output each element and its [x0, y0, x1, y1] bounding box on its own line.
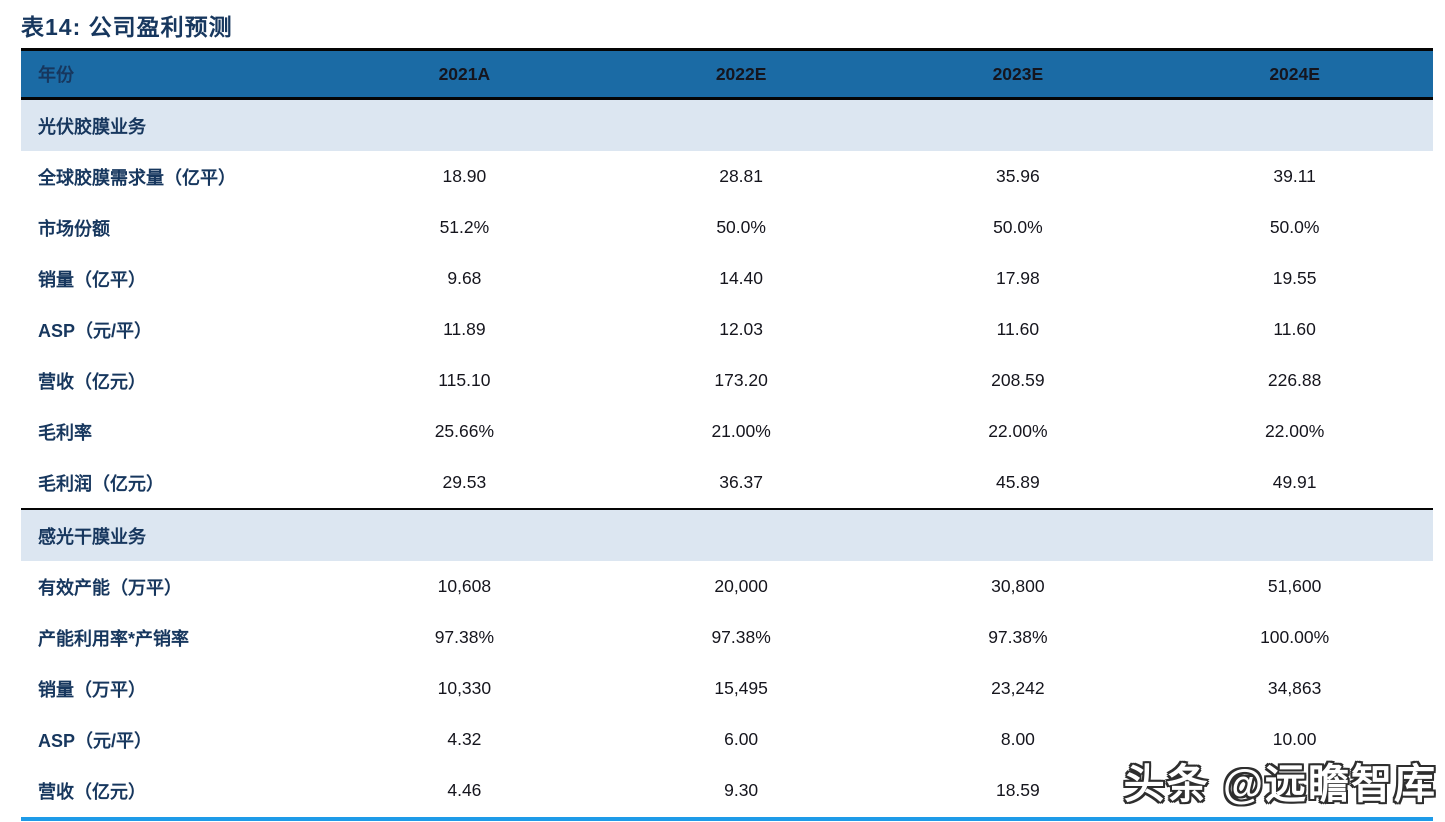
table-cell: 4.46 — [447, 780, 482, 800]
table-cell: 10,608 — [437, 576, 492, 596]
table-cell: 28.81 — [719, 166, 764, 186]
table-row: 产能利用率*产销率 97.38% 97.38% 97.38% 100.00% — [21, 612, 1433, 663]
table-cell: 226.88 — [1267, 370, 1322, 390]
table-cell: 34,863 — [1267, 678, 1322, 698]
table-cell: 30,800 — [991, 576, 1045, 596]
table-cell: 45.89 — [995, 472, 1040, 492]
table-header-row: 年份 2021A 2022E 2023E 2024E — [21, 51, 1433, 100]
table-cell: 49.91 — [1272, 472, 1317, 492]
table-cell: 11.60 — [1273, 319, 1316, 339]
section-header-pv-film: 光伏胶膜业务 — [21, 100, 1433, 151]
row-label: 有效产能（万平） — [38, 577, 182, 598]
table-cell: 50.0% — [716, 217, 766, 237]
table-cell: 9.68 — [447, 268, 482, 288]
table-row: 毛利润（亿元） 29.53 36.37 45.89 49.91 — [21, 457, 1433, 508]
table-cell: 17.98 — [995, 268, 1040, 288]
row-label: 产能利用率*产销率 — [38, 628, 190, 649]
table-cell: 11.89 — [443, 319, 486, 339]
table-row: ASP（元/平） 4.32 6.00 8.00 10.00 — [21, 714, 1433, 765]
table-row: 营收（亿元） 4.46 9.30 18.59 — [21, 765, 1433, 816]
table-cell: 15,495 — [714, 678, 768, 698]
table-row: 销量（亿平） 9.68 14.40 17.98 19.55 — [21, 253, 1433, 304]
table-row: 市场份额 51.2% 50.0% 50.0% 50.0% — [21, 202, 1433, 253]
table-row: 销量（万平） 10,330 15,495 23,242 34,863 — [21, 663, 1433, 714]
row-label: 市场份额 — [38, 218, 110, 239]
column-header-2021a: 2021A — [438, 63, 491, 84]
section-title: 光伏胶膜业务 — [38, 116, 146, 137]
table-cell: 10,330 — [437, 678, 492, 698]
table-cell: 51.2% — [439, 217, 490, 237]
table-row: 毛利率 25.66% 21.00% 22.00% 22.00% — [21, 406, 1433, 457]
table-cell: 100.00% — [1260, 627, 1330, 647]
row-label: 销量（亿平） — [38, 269, 146, 290]
table-cell: 22.00% — [988, 421, 1048, 441]
table-cell: 6.00 — [724, 729, 759, 749]
table-row: 营收（亿元） 115.10 173.20 208.59 226.88 — [21, 355, 1433, 406]
table-bottom-rule — [21, 817, 1433, 821]
table-cell: 14.40 — [719, 268, 764, 288]
table-cell: 50.0% — [993, 217, 1043, 237]
row-label: 营收（亿元） — [38, 371, 146, 392]
profit-forecast-table: 年份 2021A 2022E 2023E 2024E 光伏胶膜业务 全球胶膜需求… — [21, 48, 1433, 816]
watermark-text: 头条 @远瞻智库 — [1123, 761, 1437, 807]
table-cell: 97.38% — [711, 627, 771, 647]
row-label: ASP（元/平） — [38, 730, 153, 751]
table-cell: 25.66% — [434, 421, 495, 441]
table-cell: 173.20 — [714, 370, 768, 390]
table-cell: 208.59 — [991, 370, 1045, 390]
row-label: 毛利率 — [38, 422, 92, 443]
row-label: 营收（亿元） — [38, 781, 146, 802]
row-label: 销量（万平） — [38, 679, 146, 700]
table-cell: 39.11 — [1273, 166, 1316, 186]
table-title: 表14: 公司盈利预测 — [21, 14, 233, 40]
table-cell: 21.00% — [711, 421, 771, 441]
table-cell: 36.37 — [719, 472, 764, 492]
table-cell: 97.38% — [988, 627, 1048, 647]
column-header-year: 年份 — [38, 65, 74, 85]
row-label: 全球胶膜需求量（亿平） — [38, 167, 236, 188]
table-cell: 18.90 — [442, 166, 487, 186]
table-cell: 19.55 — [1272, 268, 1317, 288]
section-header-dry-film: 感光干膜业务 — [21, 508, 1433, 561]
table-cell: 18.59 — [995, 780, 1040, 800]
table-cell: 22.00% — [1264, 421, 1325, 441]
row-label: ASP（元/平） — [38, 320, 153, 341]
column-header-2024e: 2024E — [1269, 63, 1320, 84]
table-cell: 23,242 — [991, 678, 1045, 698]
table-cell: 29.53 — [442, 472, 487, 492]
table-cell: 11.60 — [996, 319, 1040, 339]
table-row: 全球胶膜需求量（亿平） 18.90 28.81 35.96 39.11 — [21, 151, 1433, 202]
row-label: 毛利润（亿元） — [38, 473, 164, 494]
table-cell: 8.00 — [1000, 729, 1035, 749]
table-cell: 12.03 — [719, 319, 764, 339]
table-cell: 10.00 — [1272, 729, 1317, 749]
column-header-2023e: 2023E — [992, 63, 1044, 84]
table-cell: 115.10 — [438, 370, 491, 390]
table-cell: 50.0% — [1269, 217, 1320, 237]
table-row: 有效产能（万平） 10,608 20,000 30,800 51,600 — [21, 561, 1433, 612]
table-cell: 97.38% — [434, 627, 495, 647]
table-cell: 4.32 — [447, 729, 482, 749]
table-cell: 20,000 — [714, 576, 768, 596]
table-cell: 51,600 — [1267, 576, 1322, 596]
table-row: ASP（元/平） 11.89 12.03 11.60 11.60 — [21, 304, 1433, 355]
column-header-2022e: 2022E — [715, 63, 767, 84]
table-cell: 35.96 — [995, 166, 1040, 186]
section-title: 感光干膜业务 — [38, 526, 146, 547]
table-cell: 9.30 — [724, 780, 759, 800]
